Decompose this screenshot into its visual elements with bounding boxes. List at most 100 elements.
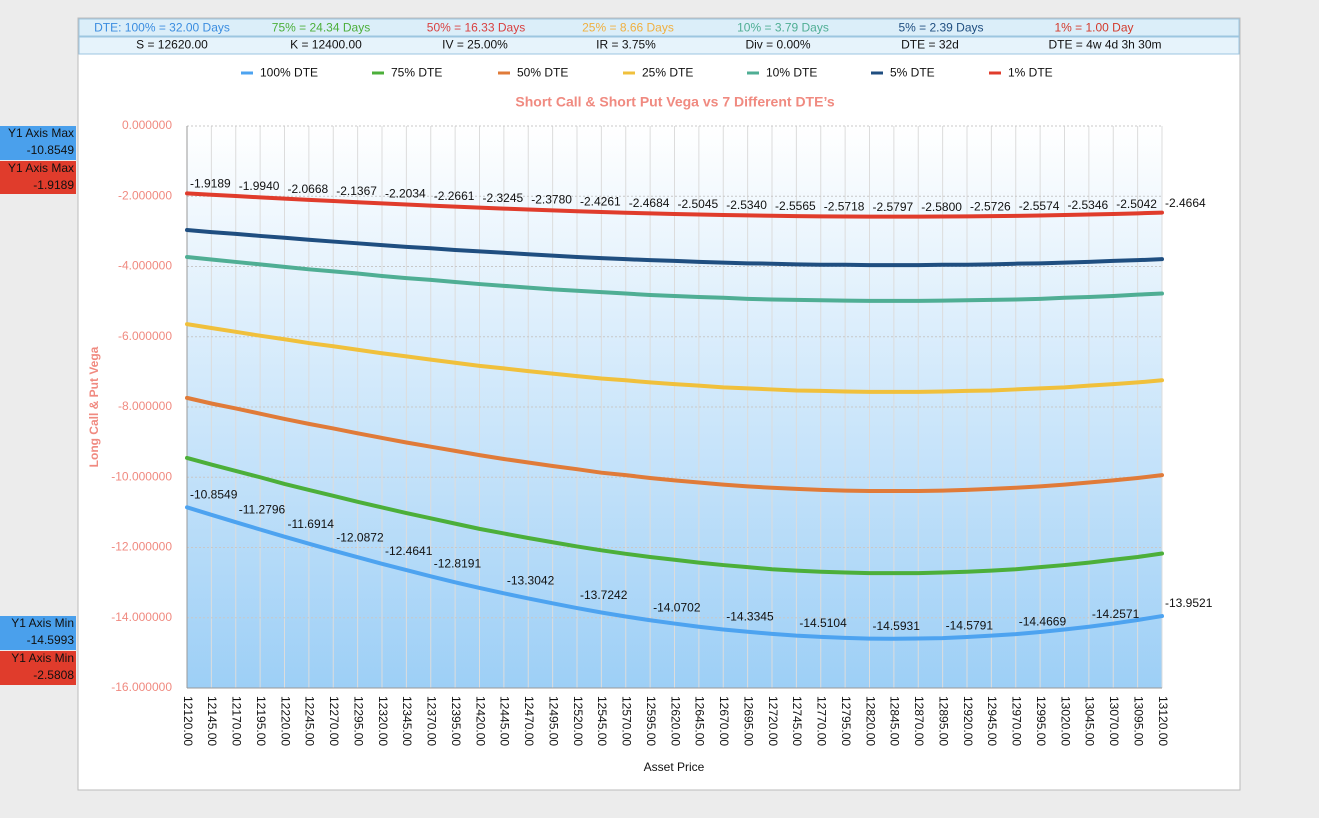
- x-tick-label: 12820.00: [863, 696, 877, 746]
- series-line: [185, 227, 1164, 268]
- data-label: -1.9189: [190, 177, 231, 191]
- header-dte: DTE: 100% = 32.00 Days: [94, 21, 230, 35]
- data-label: -13.3042: [507, 573, 555, 587]
- legend-label: 1% DTE: [1008, 66, 1053, 80]
- x-tick-label: 13070.00: [1107, 696, 1121, 746]
- header-param: IR = 3.75%: [596, 38, 656, 52]
- legend-label: 75% DTE: [391, 66, 442, 80]
- data-label: -14.5104: [799, 616, 847, 630]
- x-axis-label: Asset Price: [644, 760, 705, 774]
- data-label: -2.5574: [1019, 199, 1060, 213]
- x-tick-label: 12445.00: [498, 696, 512, 746]
- data-label: -13.9521: [1165, 596, 1213, 610]
- y-tick-label: -14.000000: [111, 610, 172, 624]
- x-tick-label: 12545.00: [595, 696, 609, 746]
- x-tick-label: 12345.00: [400, 696, 414, 746]
- data-label: -2.5565: [775, 199, 816, 213]
- data-label: -2.0668: [288, 182, 329, 196]
- series-line: [185, 191, 1164, 219]
- chart-layer: DTE: 100% = 32.00 Days 75% = 24.34 Days 50…: [8, 21, 1213, 747]
- x-tick-label: 12270.00: [327, 696, 341, 746]
- x-tick-label: 12520.00: [571, 696, 585, 746]
- x-tick-label: 12620.00: [668, 696, 682, 746]
- side-value: -14.5993: [27, 633, 75, 647]
- y-axis-label: Long Call & Put Vega: [87, 346, 101, 467]
- x-tick-label: 12245.00: [303, 696, 317, 746]
- data-label: -14.0702: [653, 600, 701, 614]
- header-dte: 75% = 24.34 Days: [272, 21, 370, 35]
- x-tick-label: 12470.00: [522, 696, 536, 746]
- data-label: -12.8191: [434, 556, 482, 570]
- data-label: -2.3780: [531, 193, 572, 207]
- data-label: -2.2034: [385, 187, 426, 201]
- header-param: DTE = 32d: [901, 38, 959, 52]
- x-tick-label: 12570.00: [620, 696, 634, 746]
- y-tick-label: -6.000000: [118, 329, 172, 343]
- x-tick-label: 12120.00: [181, 696, 195, 746]
- x-tick-label: 12745.00: [790, 696, 804, 746]
- x-tick-label: 12895.00: [936, 696, 950, 746]
- y-tick-label: -16.000000: [111, 680, 172, 694]
- x-tick-label: 12195.00: [254, 696, 268, 746]
- data-label: -2.3245: [483, 191, 524, 205]
- y-tick-label: 0.000000: [122, 118, 172, 132]
- x-tick-label: 12795.00: [839, 696, 853, 746]
- x-tick-label: 12995.00: [1034, 696, 1048, 746]
- side-value: -1.9189: [33, 178, 74, 192]
- x-tick-label: 12695.00: [741, 696, 755, 746]
- legend-label: 50% DTE: [517, 66, 568, 80]
- header-param: S = 12620.00: [136, 38, 208, 52]
- x-tick-label: 12720.00: [766, 696, 780, 746]
- x-tick-label: 12845.00: [888, 696, 902, 746]
- header-param: Div = 0.00%: [745, 38, 810, 52]
- y-tick-label: -4.000000: [118, 259, 172, 273]
- data-label: -2.4261: [580, 194, 621, 208]
- data-label: -2.5797: [873, 200, 914, 214]
- side-label: Y1 Axis Min: [11, 651, 74, 665]
- header-dte: 5% = 2.39 Days: [898, 21, 983, 35]
- x-tick-label: 12145.00: [205, 696, 219, 746]
- x-tick-label: 13120.00: [1156, 696, 1170, 746]
- series-line: [185, 322, 1164, 394]
- data-label: -14.5931: [873, 619, 921, 633]
- x-tick-label: 12595.00: [644, 696, 658, 746]
- data-label: -11.2796: [239, 502, 286, 516]
- x-tick-label: 12920.00: [961, 696, 975, 746]
- data-label: -2.5718: [824, 200, 865, 214]
- y-tick-label: -12.000000: [111, 540, 172, 554]
- header-param: IV = 25.00%: [442, 38, 508, 52]
- x-tick-label: 12220.00: [278, 696, 292, 746]
- x-tick-label: 12495.00: [546, 696, 560, 746]
- data-label: -13.7242: [580, 588, 628, 602]
- header-dte: 25% = 8.66 Days: [582, 21, 674, 35]
- side-value: -10.8549: [27, 143, 75, 157]
- x-tick-label: 12970.00: [1010, 696, 1024, 746]
- legend-label: 25% DTE: [642, 66, 693, 80]
- chart-title: Short Call & Short Put Vega vs 7 Differe…: [515, 94, 834, 110]
- data-label: -1.9940: [239, 179, 280, 193]
- x-tick-label: 12645.00: [693, 696, 707, 746]
- data-label: -12.0872: [336, 531, 384, 545]
- data-label: -11.6914: [288, 517, 335, 531]
- side-box: [0, 161, 76, 194]
- header-dte: 1% = 1.00 Day: [1054, 21, 1133, 35]
- x-tick-label: 12320.00: [376, 696, 390, 746]
- data-label: -2.5346: [1068, 198, 1109, 212]
- legend-label: 5% DTE: [890, 66, 935, 80]
- header-row: [78, 36, 1240, 55]
- legend-label: 100% DTE: [260, 66, 318, 80]
- side-box: [0, 651, 76, 685]
- data-label: -2.5800: [921, 200, 962, 214]
- side-box: [0, 616, 76, 650]
- data-label: -2.4684: [629, 196, 670, 210]
- data-label: -14.2571: [1092, 607, 1140, 621]
- side-label: Y1 Axis Min: [11, 616, 74, 630]
- side-box: [0, 126, 76, 160]
- header-param: DTE = 4w 4d 3h 30m: [1048, 38, 1161, 52]
- data-label: -2.4664: [1165, 196, 1206, 210]
- header-dte: 50% = 16.33 Days: [427, 21, 525, 35]
- data-label: -10.8549: [190, 487, 238, 501]
- header-param: K = 12400.00: [290, 38, 362, 52]
- series-line: [185, 505, 1164, 641]
- header-dte: 10% = 3.79 Days: [737, 21, 829, 35]
